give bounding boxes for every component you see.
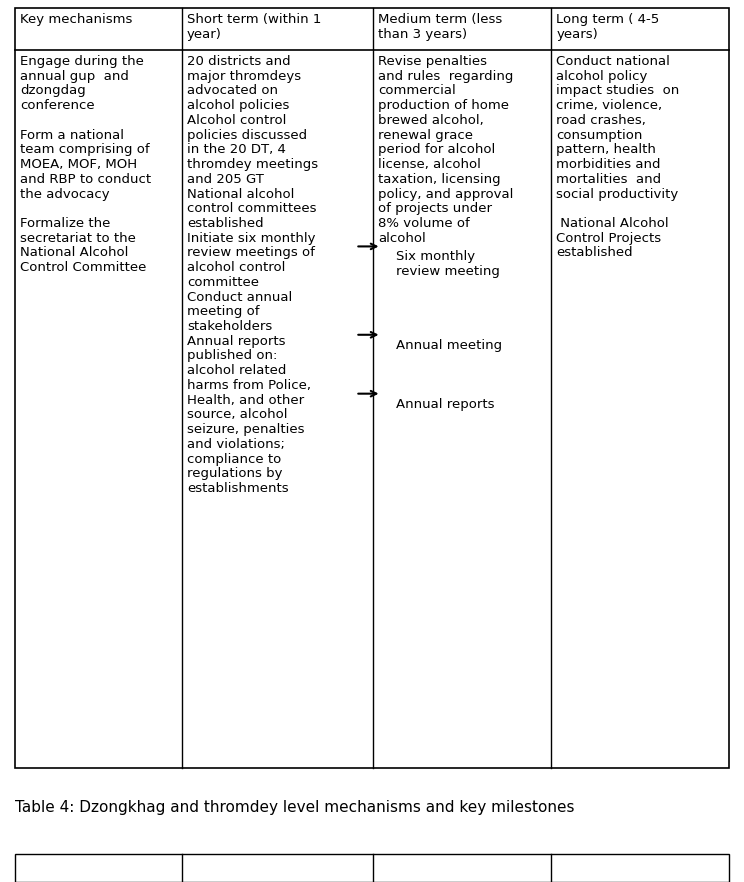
Text: Annual reports: Annual reports (187, 335, 286, 348)
Text: Short term (within 1: Short term (within 1 (187, 13, 321, 26)
Text: Annual meeting: Annual meeting (397, 339, 502, 352)
Text: 20 districts and: 20 districts and (187, 55, 291, 68)
Text: Table 4: Dzongkhag and thromdey level mechanisms and key milestones: Table 4: Dzongkhag and thromdey level me… (15, 800, 574, 815)
Text: published on:: published on: (187, 349, 278, 363)
Text: major thromdeys: major thromdeys (187, 70, 301, 83)
Text: secretariat to the: secretariat to the (20, 232, 136, 244)
Text: the advocacy: the advocacy (20, 188, 109, 200)
Text: established: established (187, 217, 263, 230)
Text: of projects under: of projects under (379, 202, 493, 215)
Text: consumption: consumption (557, 129, 643, 142)
Text: source, alcohol: source, alcohol (187, 408, 288, 422)
Text: policies discussed: policies discussed (187, 129, 307, 142)
Text: Control Projects: Control Projects (557, 232, 661, 244)
Text: Formalize the: Formalize the (20, 217, 110, 230)
Text: thromdey meetings: thromdey meetings (187, 158, 318, 171)
Text: alcohol policy: alcohol policy (557, 70, 647, 83)
Text: Health, and other: Health, and other (187, 393, 304, 407)
Text: conference: conference (20, 99, 94, 112)
Text: alcohol policies: alcohol policies (187, 99, 289, 112)
Bar (15, 854, 729, 882)
Text: Six monthly: Six monthly (397, 250, 475, 264)
Text: Long term ( 4-5: Long term ( 4-5 (557, 13, 659, 26)
Text: annual gup  and: annual gup and (20, 70, 129, 83)
Text: Key mechanisms: Key mechanisms (20, 13, 132, 26)
Text: in the 20 DT, 4: in the 20 DT, 4 (187, 144, 286, 156)
Text: period for alcohol: period for alcohol (379, 144, 496, 156)
Text: Form a national: Form a national (20, 129, 124, 142)
Text: and rules  regarding: and rules regarding (379, 70, 514, 83)
Text: than 3 years): than 3 years) (379, 27, 467, 41)
Text: dzongdag: dzongdag (20, 85, 86, 97)
Text: 8% volume of: 8% volume of (379, 217, 470, 230)
Text: brewed alcohol,: brewed alcohol, (379, 114, 484, 127)
Text: advocated on: advocated on (187, 85, 278, 97)
Text: alcohol related: alcohol related (187, 364, 286, 377)
Text: pattern, health: pattern, health (557, 144, 656, 156)
Text: National Alcohol: National Alcohol (557, 217, 669, 230)
Text: alcohol: alcohol (379, 232, 426, 244)
Text: production of home: production of home (379, 99, 510, 112)
Text: Alcohol control: Alcohol control (187, 114, 286, 127)
Bar (15, 8, 729, 768)
Text: compliance to: compliance to (187, 452, 281, 466)
Text: and violations;: and violations; (187, 437, 285, 451)
Text: alcohol control: alcohol control (187, 261, 286, 274)
Text: Revise penalties: Revise penalties (379, 55, 487, 68)
Text: Conduct annual: Conduct annual (187, 290, 292, 303)
Text: team comprising of: team comprising of (20, 144, 150, 156)
Text: crime, violence,: crime, violence, (557, 99, 662, 112)
Text: review meetings of: review meetings of (187, 246, 315, 259)
Text: road crashes,: road crashes, (557, 114, 646, 127)
Text: seizure, penalties: seizure, penalties (187, 423, 304, 436)
Text: license, alcohol: license, alcohol (379, 158, 481, 171)
Text: year): year) (187, 27, 222, 41)
Text: Conduct national: Conduct national (557, 55, 670, 68)
Text: morbidities and: morbidities and (557, 158, 661, 171)
Text: meeting of: meeting of (187, 305, 260, 318)
Text: commercial: commercial (379, 85, 456, 97)
Text: Engage during the: Engage during the (20, 55, 144, 68)
Text: policy, and approval: policy, and approval (379, 188, 514, 200)
Text: renewal grace: renewal grace (379, 129, 473, 142)
Text: Medium term (less: Medium term (less (379, 13, 503, 26)
Text: control committees: control committees (187, 202, 317, 215)
Text: mortalities  and: mortalities and (557, 173, 661, 186)
Text: and RBP to conduct: and RBP to conduct (20, 173, 151, 186)
Text: harms from Police,: harms from Police, (187, 379, 311, 392)
Text: Initiate six monthly: Initiate six monthly (187, 232, 315, 244)
Text: establishments: establishments (187, 482, 289, 495)
Text: social productivity: social productivity (557, 188, 679, 200)
Text: National Alcohol: National Alcohol (20, 246, 129, 259)
Text: taxation, licensing: taxation, licensing (379, 173, 501, 186)
Text: MOEA, MOF, MOH: MOEA, MOF, MOH (20, 158, 137, 171)
Text: impact studies  on: impact studies on (557, 85, 679, 97)
Text: National alcohol: National alcohol (187, 188, 295, 200)
Text: regulations by: regulations by (187, 467, 283, 481)
Text: review meeting: review meeting (397, 265, 500, 278)
Text: committee: committee (187, 276, 259, 289)
Text: years): years) (557, 27, 598, 41)
Text: Control Committee: Control Committee (20, 261, 147, 274)
Text: Annual reports: Annual reports (397, 398, 495, 411)
Text: established: established (557, 246, 633, 259)
Text: stakeholders: stakeholders (187, 320, 272, 333)
Text: and 205 GT: and 205 GT (187, 173, 264, 186)
